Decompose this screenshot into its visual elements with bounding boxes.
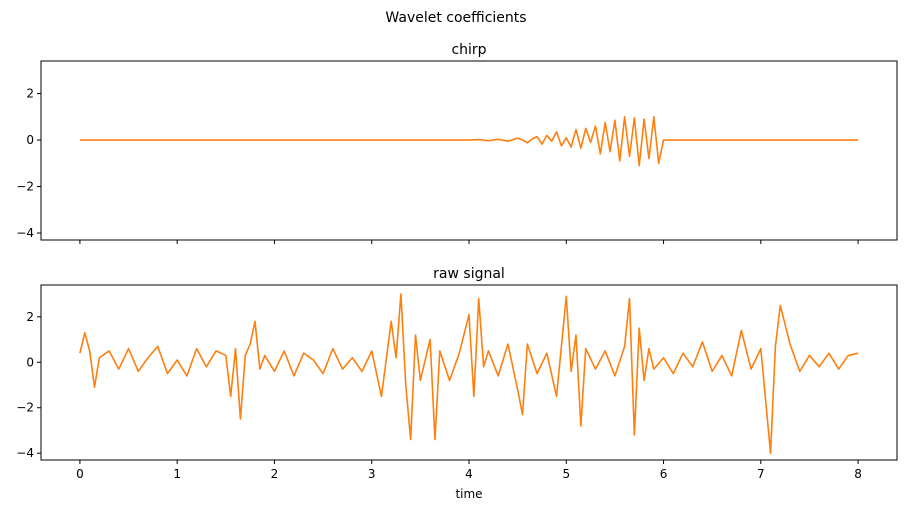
figure-suptitle: Wavelet coefficients	[385, 10, 526, 26]
raw-signal-series-line-0	[79, 293, 859, 454]
chirp-subplot: chirp −4 −2 0 2	[16, 42, 898, 244]
raw-signal-y-tick-label: −4	[16, 446, 34, 460]
raw-signal-x-tick-label: 3	[368, 467, 376, 481]
raw-signal-subplot: raw signal time −4 −2 0 2 0 1 2 3 4 5 6 7 8	[16, 266, 898, 501]
chirp-y-tick-label: −4	[16, 226, 34, 240]
raw-signal-x-tick-label: 5	[562, 467, 570, 481]
chirp-subplot-title: chirp	[451, 42, 486, 58]
chirp-series-line-0	[79, 115, 859, 167]
raw-signal-x-tick-label: 4	[465, 467, 473, 481]
raw-signal-y-tick-label: −2	[16, 401, 34, 415]
raw-signal-x-tick-label: 0	[76, 467, 84, 481]
chirp-y-tick-label: 0	[26, 133, 34, 147]
chirp-y-tick-label: 2	[26, 87, 34, 101]
raw-signal-x-tick-label: 1	[173, 467, 181, 481]
raw-signal-x-tick-label: 6	[660, 467, 668, 481]
raw-signal-x-tick-label: 7	[757, 467, 765, 481]
raw-signal-subplot-title: raw signal	[433, 266, 505, 282]
raw-signal-y-tick-label: 0	[26, 355, 34, 369]
raw-signal-x-tick-label: 2	[271, 467, 279, 481]
chirp-y-tick-label: −2	[16, 180, 34, 194]
raw-signal-y-tick-label: 2	[26, 310, 34, 324]
raw-signal-x-tick-label: 8	[854, 467, 862, 481]
chirp-axes-frame	[40, 60, 898, 241]
raw-signal-x-axis-label: time	[455, 487, 482, 501]
